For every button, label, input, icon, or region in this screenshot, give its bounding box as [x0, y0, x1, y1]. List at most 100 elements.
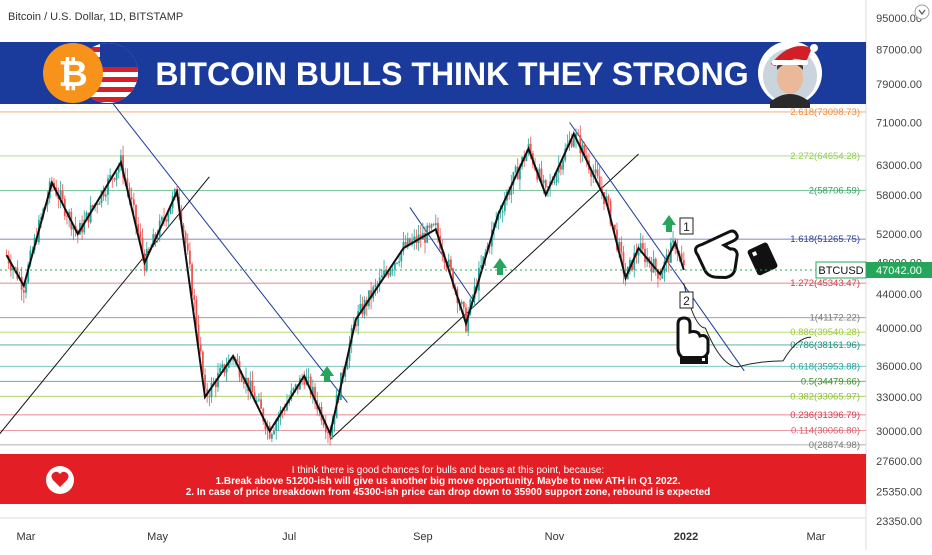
candle-body	[249, 380, 252, 392]
fib-level-label: 0.236(31396.79)	[790, 410, 860, 421]
candle-body	[519, 166, 521, 180]
annotation-box-1	[679, 217, 694, 235]
fib-level-label: 2(58706.59)	[809, 186, 860, 197]
candle-body	[555, 172, 558, 183]
candle-body	[460, 301, 463, 304]
candle-body	[156, 237, 159, 240]
y-tick-label: 23350.00	[876, 516, 922, 528]
candle-body	[659, 278, 662, 280]
candle-body	[501, 211, 504, 213]
note-line-2: 1.Break above 51200-ish will give us ano…	[216, 476, 681, 487]
annotations: 1 2	[320, 215, 778, 382]
banner-title: BITCOIN BULLS THINK THEY STRONG	[155, 56, 748, 92]
candle-body	[641, 243, 644, 249]
x-tick-label: Nov	[545, 531, 565, 543]
candle-body	[277, 417, 280, 422]
bitcoin-logo-icon: ₿	[43, 43, 103, 103]
pointing-hand-up-icon	[694, 229, 778, 279]
candle-body	[191, 264, 193, 296]
settings-icon[interactable]	[914, 4, 930, 20]
candle-body	[359, 303, 362, 312]
candle-body	[665, 254, 668, 262]
candle-body	[10, 263, 12, 271]
candle-body	[598, 176, 601, 187]
candle-body	[333, 418, 336, 425]
candle-body	[208, 396, 211, 398]
candle-body	[510, 184, 513, 196]
candle-body	[85, 212, 88, 220]
note-line-1: I think there is good chances for bulls …	[292, 465, 604, 476]
candle-body	[596, 169, 599, 177]
candle-body	[130, 197, 133, 200]
candle-body	[98, 202, 101, 205]
fib-level-label: 0.5(34479.66)	[801, 376, 860, 387]
x-tick-label: 2022	[674, 531, 698, 543]
candle-body	[236, 358, 239, 362]
y-tick-label: 87000.00	[876, 45, 922, 57]
candle-body	[538, 168, 541, 180]
y-tick-label: 30000.00	[876, 426, 922, 438]
candle-body	[12, 268, 14, 271]
y-tick-label: 58000.00	[876, 190, 922, 202]
candle-body	[385, 270, 388, 273]
candle-body	[482, 256, 485, 266]
candle-body	[512, 172, 515, 185]
downtrend-line	[111, 102, 348, 403]
candle-body	[169, 207, 172, 214]
candle-body	[396, 262, 398, 264]
candle-body	[577, 133, 580, 136]
candle-body	[309, 376, 312, 395]
candle-body	[61, 190, 64, 199]
candle-body	[607, 196, 610, 201]
candle-body	[104, 194, 107, 197]
candle-body	[201, 351, 204, 375]
candle-body	[514, 166, 517, 173]
candle-body	[387, 272, 390, 276]
candle-body	[383, 270, 385, 276]
candle-body	[680, 253, 683, 260]
candle-body	[107, 178, 109, 195]
candle-body	[59, 190, 62, 200]
candle-body	[437, 223, 439, 236]
y-tick-label: 33000.00	[876, 392, 922, 404]
y-tick-label: 79000.00	[876, 79, 922, 91]
candle-body	[270, 433, 273, 439]
candle-body	[115, 172, 118, 180]
y-tick-label: 44000.00	[876, 289, 922, 301]
candle-body	[389, 270, 392, 276]
candle-body	[327, 432, 329, 434]
candle-body	[165, 219, 168, 222]
candle-body	[324, 425, 327, 433]
candle-body	[225, 367, 228, 373]
candle-body	[590, 170, 592, 177]
price-pattern-line	[5, 131, 685, 437]
candle-body	[14, 267, 17, 269]
candle-body	[540, 168, 543, 184]
pointing-hand-down-icon	[676, 316, 710, 364]
y-tick-label: 36000.00	[876, 361, 922, 373]
candle-body	[117, 166, 120, 173]
candle-body	[22, 290, 25, 293]
candle-body	[639, 243, 642, 253]
candle-body	[189, 250, 191, 265]
candle-body	[503, 200, 506, 212]
forecast-curve	[683, 283, 812, 368]
candle-body	[378, 277, 381, 285]
candle-body	[109, 175, 112, 179]
candle-body	[193, 295, 196, 300]
candle-body	[357, 311, 360, 326]
fib-level-label: 0.382(33065.97)	[790, 391, 860, 402]
y-tick-label: 27600.00	[876, 456, 922, 468]
candle-body	[682, 259, 685, 266]
uptrend-line	[329, 153, 639, 441]
candle-body	[173, 189, 176, 197]
candle-body	[650, 263, 653, 273]
candle-body	[667, 254, 670, 263]
candle-body	[264, 421, 267, 430]
x-tick-label: Sep	[413, 531, 433, 543]
candle-body	[398, 261, 401, 263]
x-tick-label: Mar	[807, 531, 826, 543]
candle-body	[575, 133, 577, 139]
x-tick-label: Jul	[282, 531, 296, 543]
